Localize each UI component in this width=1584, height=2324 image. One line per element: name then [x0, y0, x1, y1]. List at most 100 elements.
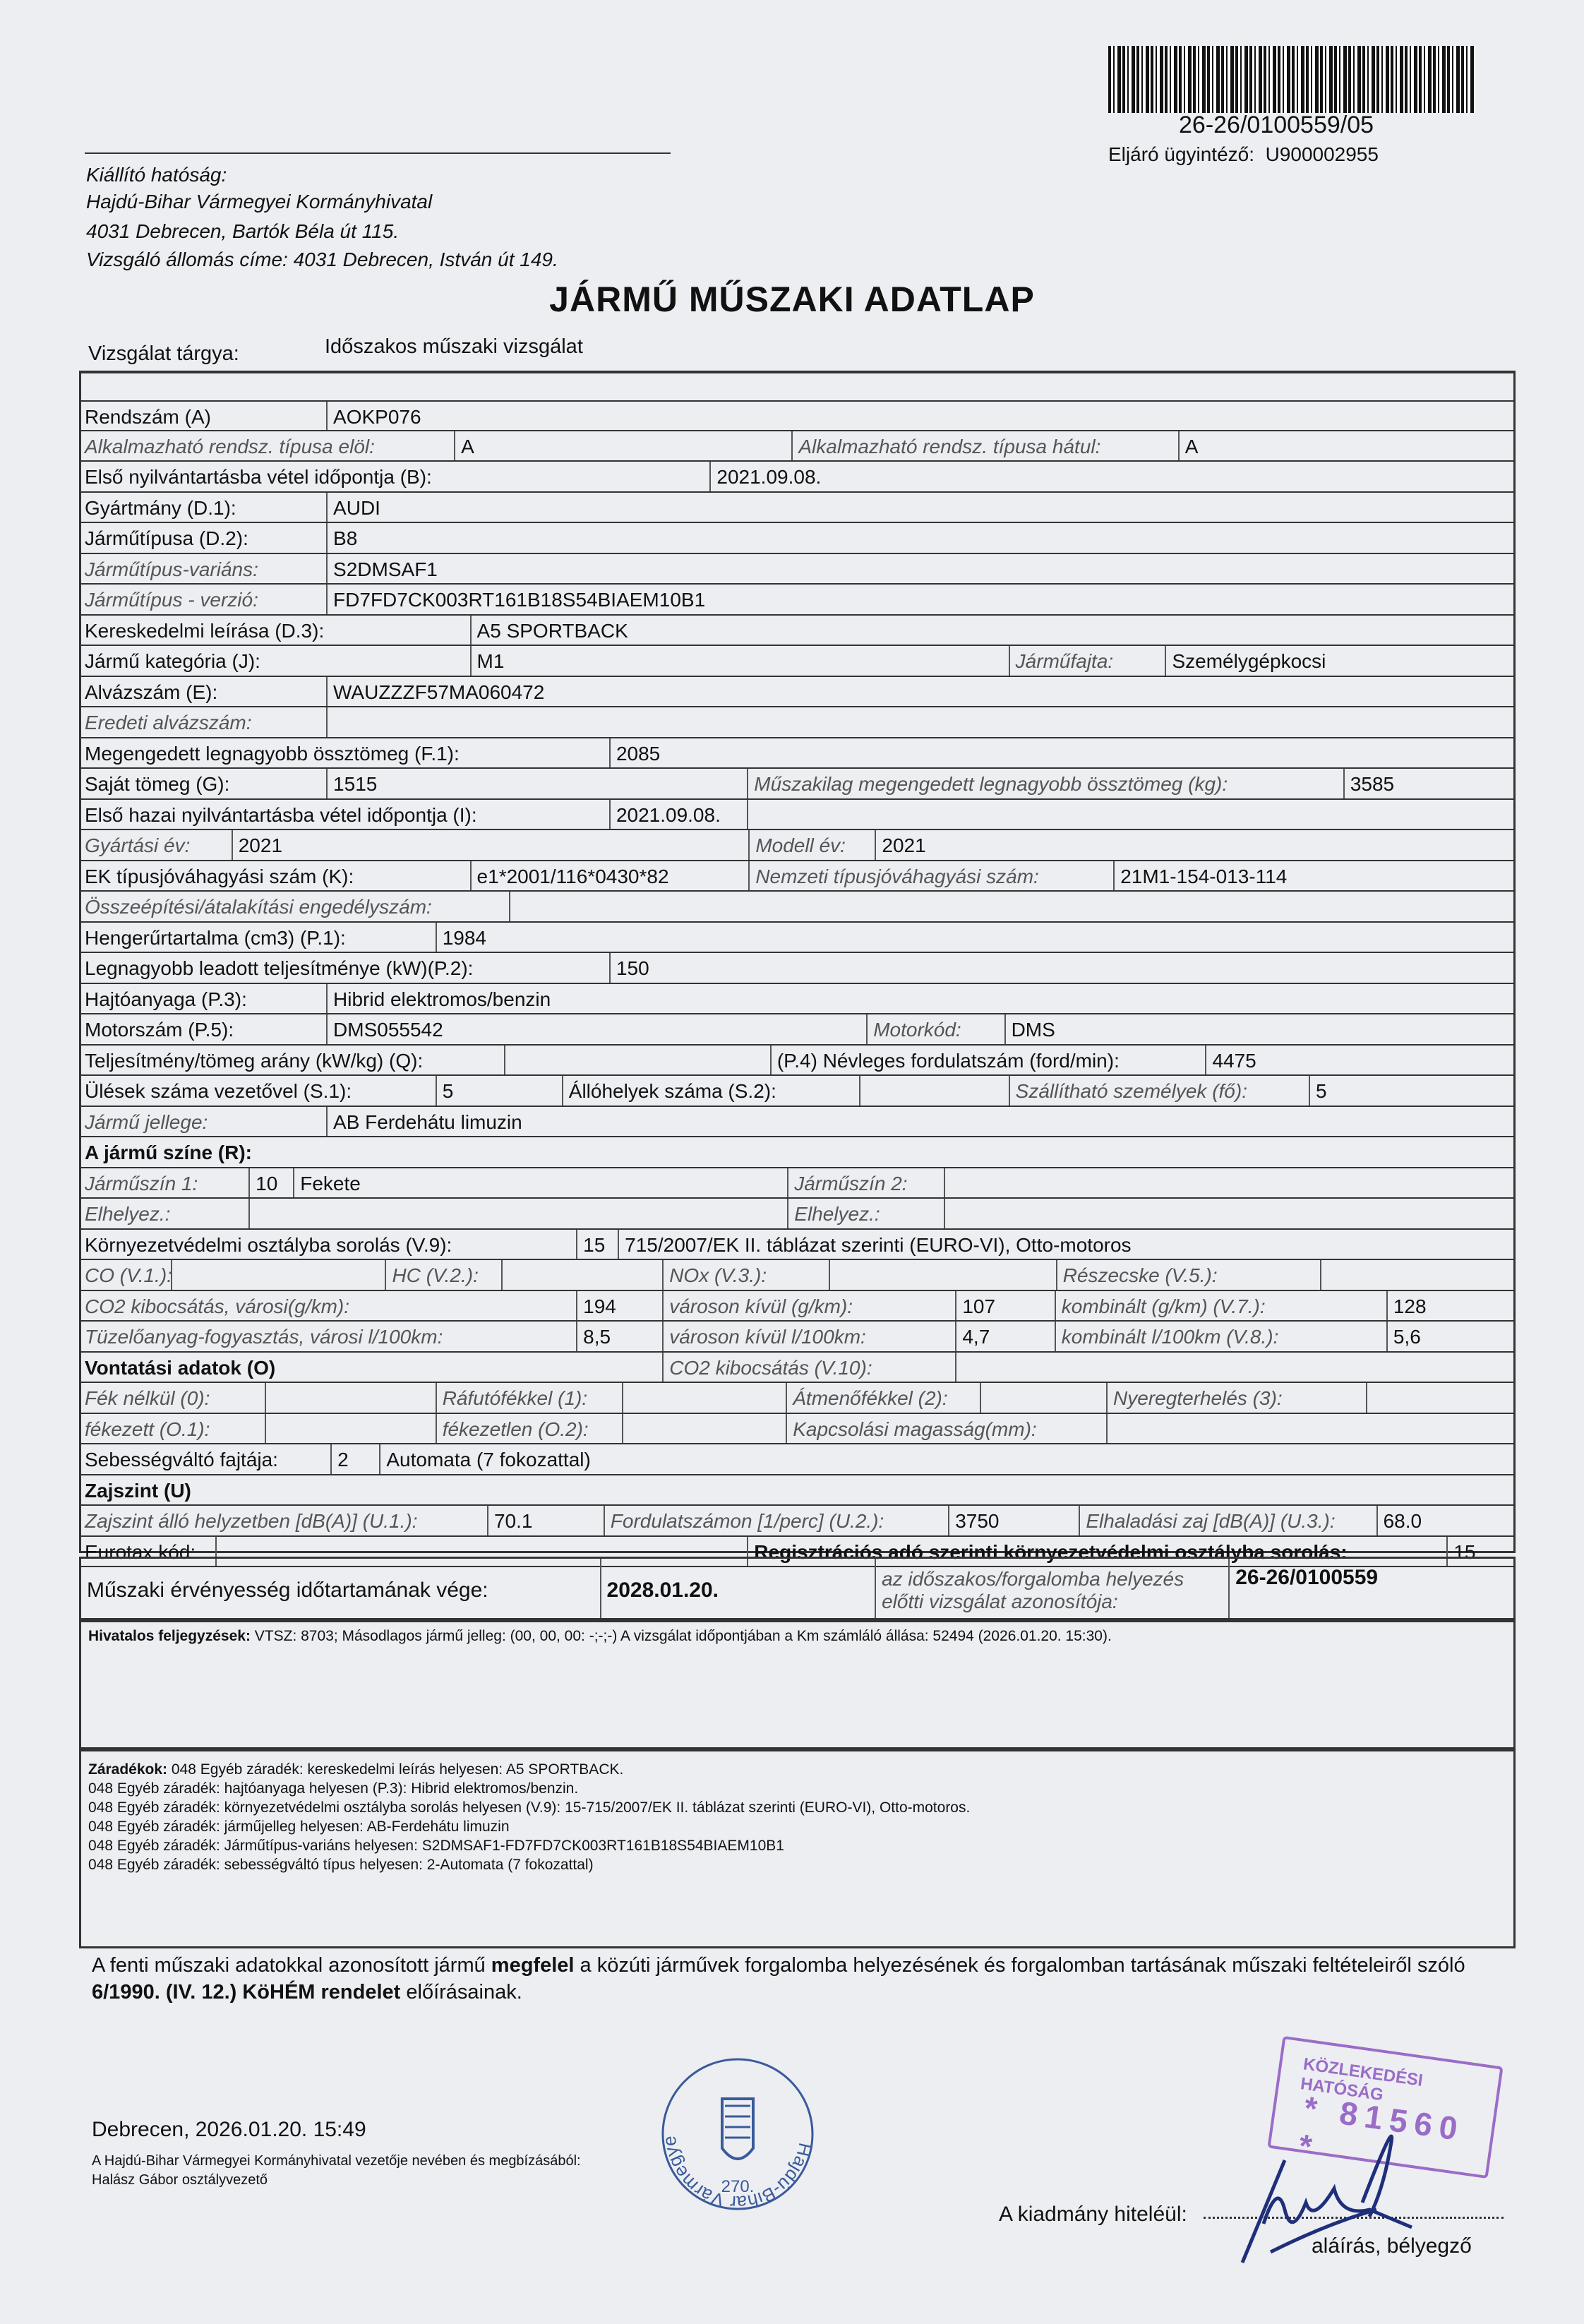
issuer-name: Hajdú-Bihar Vármegyei Kormányhivatal	[86, 191, 433, 212]
field-label: Alkalmazható rendsz. típusa hátul:	[793, 431, 1180, 460]
validity-label: Műszaki érvényesség időtartamának vége:	[81, 1559, 601, 1618]
statement-text: a közúti járművek forgalomba helyezéséne…	[574, 1954, 1465, 1977]
signatory: Halász Gábor osztályvezető	[92, 2172, 268, 2188]
field-value: 1515	[328, 769, 749, 798]
field-value: 21M1-154-013-114	[1120, 865, 1288, 887]
field-label: Részecske (V.5.):	[1057, 1260, 1322, 1290]
clerk-label: Eljáró ügyintéző:	[1108, 143, 1255, 165]
subject-label: Vizsgálat tárgya:	[88, 342, 239, 365]
field-label: Hengerűrtartalma (cm3) (P.1):	[79, 922, 437, 952]
field-value	[623, 1383, 788, 1413]
section-header: Vontatási adatok (O)	[79, 1352, 664, 1382]
field-value	[328, 707, 1516, 737]
inspection-id-label: az időszakos/forgalomba helyezés előtti …	[876, 1559, 1230, 1618]
signature-icon	[1240, 2134, 1412, 2263]
field-label: Összeépítési/átalakítási engedélyszám:	[79, 892, 510, 921]
field-label: Fék nélkül (0):	[79, 1383, 266, 1413]
field-value	[510, 892, 1516, 921]
field-label: Saját tömeg (G):	[79, 769, 328, 798]
table-row: Vontatási adatok (O) CO2 kibocsátás (V.10…	[79, 1352, 1516, 1383]
field-label: Járműtípusa (D.2):	[79, 523, 328, 553]
field-value	[956, 1353, 1516, 1382]
clause-line: 048 Egyéb záradék: környezetvédelmi oszt…	[88, 1799, 971, 1816]
barcode	[1108, 46, 1475, 113]
field-value: 70.1	[488, 1506, 605, 1535]
field-value	[1367, 1383, 1516, 1413]
table-row: Alvázszám (E): WAUZZZF57MA060472	[79, 676, 1516, 707]
field-value: DMS055542	[328, 1014, 868, 1044]
field-value: A	[455, 431, 793, 460]
issuer-address: 4031 Debrecen, Bartók Béla út 115.	[86, 220, 400, 242]
field-label: városon kívül (g/km):	[664, 1290, 957, 1320]
table-row: Kereskedelmi leírása (D.3): A5 SPORTBACK	[79, 615, 1516, 646]
field-value	[860, 1076, 1010, 1106]
table-row: Hengerűrtartalma (cm3) (P.1): 1984	[79, 922, 1516, 953]
field-value: 10	[250, 1168, 295, 1197]
field-value: 4,7	[956, 1322, 1056, 1351]
field-value: 2021.09.08.	[611, 799, 749, 829]
notes-label: Hivatalos feljegyzések:	[88, 1628, 251, 1644]
field-value: A	[1184, 435, 1199, 457]
field-label: Tüzelőanyag-fogyasztás, városi l/100km:	[79, 1322, 578, 1351]
field-label: EK típusjóváhagyási szám (K):	[79, 861, 472, 890]
place-date: Debrecen, 2026.01.20. 15:49	[92, 2118, 366, 2141]
field-label: CO (V.1.):	[79, 1260, 173, 1290]
table-row: Motorszám (P.5): DMS055542 Motorkód: DMS	[79, 1014, 1516, 1046]
field-label: kombinált (g/km) (V.7.):	[1056, 1290, 1388, 1320]
field-value: 5,6	[1393, 1326, 1421, 1348]
field-value	[748, 800, 1516, 829]
section-header: A jármű színe (R):	[85, 1142, 252, 1163]
field-label: Járműtípus - verzió:	[79, 585, 328, 614]
subject-value: Időszakos műszaki vizsgálat	[325, 335, 583, 358]
official-seal-icon: Hajdú-Bihar Vármegyei Kormányhivatal 270…	[660, 2056, 815, 2212]
field-value: 2021	[233, 830, 750, 860]
field-label: Teljesítmény/tömeg arány (kW/kg) (Q):	[79, 1045, 506, 1074]
field-value: DMS	[1011, 1019, 1055, 1041]
svg-text:270.: 270.	[721, 2177, 755, 2196]
field-value: 2085	[616, 742, 661, 765]
field-value: 715/2007/EK II. táblázat szerinti (EURO-…	[625, 1233, 1132, 1256]
divider	[85, 152, 671, 154]
table-row: Környezetvédelmi osztályba sorolás (V.9)…	[79, 1229, 1516, 1260]
table-row: Rendszám (A) AOKP076	[79, 400, 1516, 431]
table-row: Zajszint álló helyzetben [dB(A)] (U.1.):…	[79, 1506, 1516, 1537]
table-row: Gyártmány (D.1): AUDI	[79, 492, 1516, 523]
field-value: 128	[1393, 1295, 1427, 1317]
field-label: Elhelyez.:	[79, 1199, 251, 1228]
table-row: Tüzelőanyag-fogyasztás, városi l/100km: 8…	[79, 1322, 1516, 1353]
field-label: Eredeti alvázszám:	[79, 707, 328, 737]
issuer-label: Kiállító hatóság:	[86, 164, 227, 186]
field-label: Ülések száma vezetővel (S.1):	[79, 1076, 437, 1106]
vehicle-data-table: Rendszám (A) AOKP076 Alkalmazható rendsz. …	[79, 400, 1516, 1567]
clause-line: 048 Egyéb záradék: sebességváltó típus h…	[88, 1857, 594, 1873]
field-label: Motorszám (P.5):	[79, 1014, 328, 1044]
field-value: 107	[956, 1290, 1056, 1320]
field-value: 1984	[442, 926, 486, 949]
field-value: AUDI	[333, 496, 380, 519]
certify-label: A kiadmány hiteléül:	[999, 2203, 1187, 2226]
field-value	[1321, 1260, 1516, 1290]
table-row: Járműtípus-variáns: S2DMSAF1	[79, 553, 1516, 585]
field-label: Motorkód:	[868, 1014, 1006, 1044]
field-label: Rendszám (A)	[79, 402, 328, 430]
on-behalf-text: A Hajdú-Bihar Vármegyei Kormányhivatal v…	[92, 2153, 581, 2169]
field-value	[945, 1199, 1516, 1228]
field-label: Jármű jellege:	[79, 1106, 328, 1136]
clerk-info: Eljáró ügyintéző: U900002955	[1108, 143, 1379, 166]
table-row: Megengedett legnagyobb össztömeg (F.1): 2…	[79, 738, 1516, 769]
inspection-id: 26-26/0100559	[1235, 1566, 1379, 1589]
clauses: Záradékok: 048 Egyéb záradék: kereskedel…	[79, 1749, 1516, 1948]
field-value	[266, 1383, 437, 1413]
field-value: 8,5	[577, 1322, 664, 1351]
table-row: Fék nélkül (0): Ráfutófékkel (1): Átmenőfé…	[79, 1383, 1516, 1414]
field-value	[1108, 1414, 1516, 1444]
field-value: A5 SPORTBACK	[476, 619, 628, 642]
field-label: CO2 kibocsátás (V.10):	[664, 1352, 957, 1382]
table-row: Összeépítési/átalakítási engedélyszám:	[79, 892, 1516, 923]
clerk-id: U900002955	[1265, 143, 1379, 165]
official-notes: Hivatalos feljegyzések: VTSZ: 8703; Máso…	[79, 1620, 1516, 1749]
field-value	[172, 1260, 387, 1290]
field-label: Alkalmazható rendsz. típusa elöl:	[79, 431, 456, 460]
table-row: Járműszín 1: 10 Fekete Járműszín 2:	[79, 1168, 1516, 1199]
table-row: Zajszint (U)	[79, 1475, 1516, 1506]
